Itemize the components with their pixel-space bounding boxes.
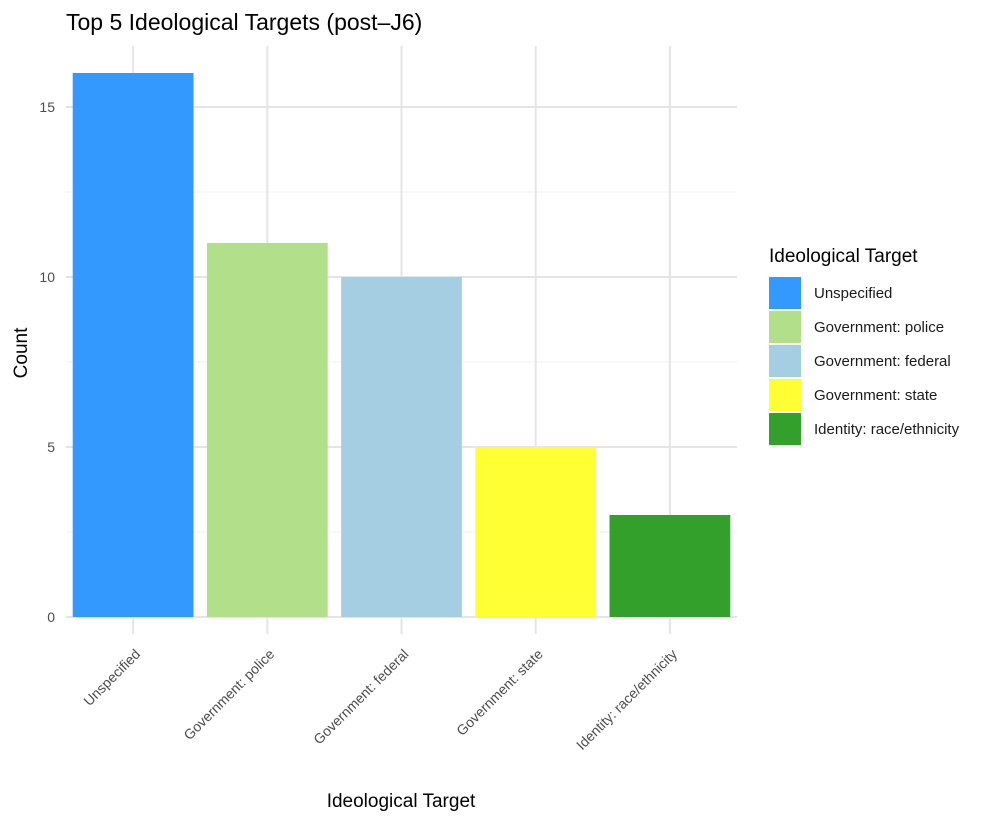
y-tick-label: 0 [47, 609, 55, 625]
legend-label: Identity: race/ethnicity [814, 421, 960, 438]
legend-key [769, 379, 801, 411]
bar-identity-race-ethnicity [609, 515, 731, 617]
x-tick-label: Unspecified [80, 646, 143, 709]
y-axis-ticks: 0 5 10 15 [39, 99, 55, 625]
bar-unspecified [72, 73, 194, 617]
bar-government-state [475, 447, 597, 617]
y-axis-title: Count [11, 327, 32, 378]
legend-label: Government: federal [814, 353, 951, 370]
x-tick-label: Government: state [453, 646, 546, 739]
bars [72, 73, 731, 617]
legend-item: Government: federal [769, 345, 951, 377]
x-tick-label: Government: police [180, 646, 277, 743]
x-tick-label: Government: federal [310, 646, 412, 748]
legend-key [769, 345, 801, 377]
y-tick-label: 5 [47, 439, 55, 455]
x-axis-title: Ideological Target [327, 791, 476, 812]
legend: Ideological Target Unspecified Government… [769, 246, 960, 445]
legend-key [769, 277, 801, 309]
legend-item: Identity: race/ethnicity [769, 413, 960, 445]
legend-key [769, 413, 801, 445]
y-tick-label: 15 [39, 99, 55, 115]
y-tick-label: 10 [39, 269, 55, 285]
x-tick-label: Identity: race/ethnicity [573, 646, 680, 753]
x-axis-ticks: Unspecified Government: police Government:… [80, 646, 680, 753]
chart-title: Top 5 Ideological Targets (post–J6) [66, 9, 422, 35]
legend-item: Government: police [769, 311, 944, 343]
legend-title: Ideological Target [769, 246, 918, 267]
legend-item: Government: state [769, 379, 937, 411]
legend-item: Unspecified [769, 277, 892, 309]
legend-label: Government: police [814, 319, 944, 336]
legend-label: Unspecified [814, 285, 892, 302]
legend-key [769, 311, 801, 343]
legend-items: Unspecified Government: police Government:… [769, 277, 960, 445]
bar-government-police [206, 243, 328, 617]
bar-government-federal [341, 277, 462, 617]
legend-label: Government: state [814, 387, 937, 404]
